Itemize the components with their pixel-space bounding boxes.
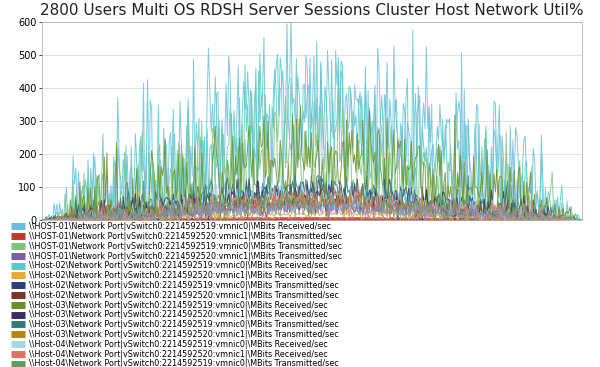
Title: 2800 Users Multi OS RDSH Server Sessions Cluster Host Network Util%: 2800 Users Multi OS RDSH Server Sessions… [40, 3, 584, 18]
Legend: \\HOST-01\Network Port|vSwitch0:2214592519:vmnic0|\MBits Received/sec, \\HOST-01: \\HOST-01\Network Port|vSwitch0:22145925… [10, 221, 343, 367]
